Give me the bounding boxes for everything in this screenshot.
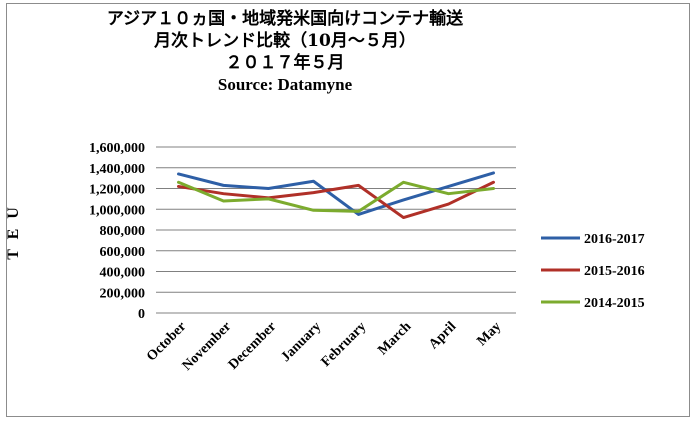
y-tick-label: 1,600,000 [89, 141, 145, 156]
series-line-2015-2016 [177, 180, 495, 220]
x-tick-label: February [319, 319, 370, 370]
y-tick-label: 0 [138, 307, 145, 322]
x-tick-label: January [279, 319, 325, 365]
chart-title: アジア１０ヵ国・地域発米国向けコンテナ輸送 月次トレンド比較（10月～５月） ２… [0, 8, 570, 96]
x-tick-label: December [226, 319, 279, 372]
x-tick-label: April [426, 319, 459, 352]
title-line-3: ２０１７年５月 [225, 53, 345, 73]
x-tick-label: November [180, 319, 235, 374]
x-tick-label: May [474, 319, 504, 349]
series-line-2016-2017 [177, 171, 495, 216]
y-tick-label: 200,000 [100, 286, 146, 301]
chart-source: Source: Datamyne [217, 75, 353, 94]
y-tick-label: 1,400,000 [89, 162, 145, 177]
title-line-2: 月次トレンド比較（10月～５月） [154, 31, 416, 51]
y-tick-label: 400,000 [100, 266, 146, 281]
title-line-1: アジア１０ヵ国・地域発米国向けコンテナ輸送 [106, 9, 464, 29]
series-line-2014-2015 [177, 180, 495, 213]
x-tick-label: October [144, 319, 189, 364]
y-tick-label: 600,000 [100, 245, 146, 260]
legend-label: 2016-2017 [584, 232, 645, 247]
y-tick-label: 1,000,000 [89, 203, 145, 218]
x-tick-label: March [375, 319, 414, 358]
legend-label: 2014-2015 [584, 296, 645, 311]
y-tick-label: 800,000 [100, 224, 146, 239]
y-tick-label: 1,200,000 [89, 183, 145, 198]
legend-label: 2015-2016 [584, 264, 645, 279]
